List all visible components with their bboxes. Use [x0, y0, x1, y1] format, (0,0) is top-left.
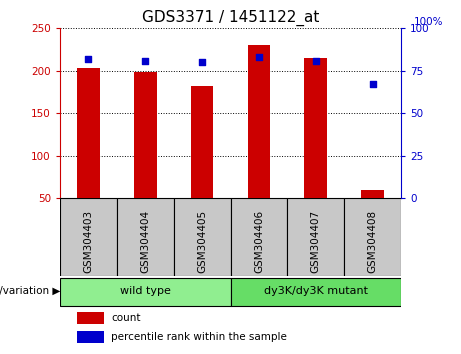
Text: GSM304404: GSM304404 — [140, 210, 150, 273]
Point — [142, 58, 149, 63]
Bar — [361, 190, 384, 198]
Bar — [77, 68, 100, 198]
Bar — [134, 73, 157, 198]
Bar — [77, 312, 104, 324]
Bar — [60, 278, 230, 306]
Text: wild type: wild type — [120, 286, 171, 296]
Text: GSM304403: GSM304403 — [83, 210, 94, 273]
Bar — [174, 198, 230, 276]
Title: GDS3371 / 1451122_at: GDS3371 / 1451122_at — [142, 9, 319, 25]
Text: GSM304408: GSM304408 — [367, 210, 378, 273]
Bar — [60, 198, 117, 276]
Bar — [230, 198, 287, 276]
Bar — [191, 86, 213, 198]
Text: genotype/variation ▶: genotype/variation ▶ — [0, 286, 60, 296]
Bar — [344, 198, 401, 276]
Point — [198, 59, 206, 65]
Point — [255, 55, 263, 60]
Bar — [248, 45, 270, 198]
Bar — [287, 198, 344, 276]
Text: percentile rank within the sample: percentile rank within the sample — [111, 332, 287, 342]
Text: GSM304407: GSM304407 — [311, 210, 321, 273]
Text: dy3K/dy3K mutant: dy3K/dy3K mutant — [264, 286, 368, 296]
Bar — [77, 331, 104, 343]
Point — [85, 56, 92, 62]
Bar — [230, 278, 401, 306]
Text: GSM304405: GSM304405 — [197, 210, 207, 273]
Y-axis label: 100%: 100% — [414, 17, 443, 27]
Text: GSM304406: GSM304406 — [254, 210, 264, 273]
Point — [312, 58, 319, 63]
Point — [369, 81, 376, 87]
Bar — [117, 198, 174, 276]
Bar — [304, 58, 327, 198]
Text: count: count — [111, 313, 141, 323]
